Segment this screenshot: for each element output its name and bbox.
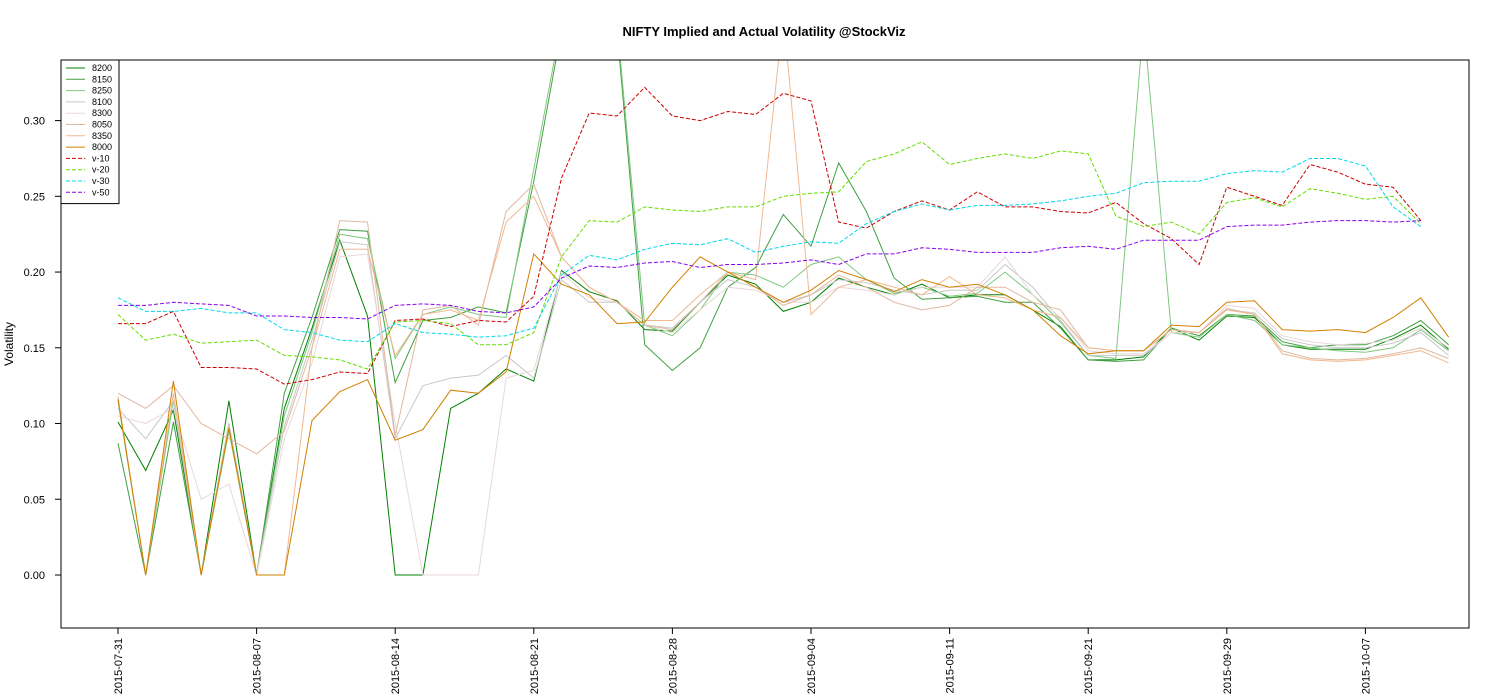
x-tick-label: 2015-07-31	[113, 638, 125, 694]
series-line-8250	[117, 60, 1449, 576]
series-line-8000	[117, 252, 1450, 576]
y-tick-label: 0.05	[24, 494, 45, 506]
x-tick-label: 2015-08-28	[667, 638, 679, 694]
x-axis: 2015-07-31 2015-08-07 2015-08-14 2015-08-21…	[113, 628, 1372, 694]
legend-label: v-30	[92, 176, 110, 186]
y-tick-label: 0.10	[24, 419, 45, 431]
legend-label: 8200	[92, 63, 112, 73]
series-line-v-50	[118, 220, 1421, 320]
x-tick-label: 2015-09-11	[945, 638, 957, 693]
y-tick-label: 0.15	[24, 343, 45, 355]
series-layer	[117, 60, 1450, 576]
series-line-8100	[117, 241, 1449, 576]
y-tick-label: 0.30	[24, 116, 45, 128]
y-axis: 0.00 0.05 0.10 0.15 0.20 0.25 0.30	[24, 116, 61, 582]
legend-label: 8000	[92, 142, 112, 152]
legend-box	[60, 59, 120, 205]
x-tick-label: 2015-09-29	[1222, 638, 1234, 694]
series-line-v-10	[118, 86, 1422, 385]
series-line-8200	[117, 238, 1449, 576]
legend-label: 8300	[92, 108, 112, 118]
legend-label: v-50	[92, 187, 110, 197]
y-tick-label: 0.25	[24, 191, 45, 203]
series-line-8050	[117, 183, 1449, 455]
x-tick-label: 2015-08-14	[390, 638, 402, 694]
x-tick-label: 2015-10-07	[1360, 638, 1372, 694]
legend-label: v-20	[92, 165, 110, 175]
series-line-v-30	[117, 158, 1422, 343]
legend-label: 8050	[92, 120, 112, 130]
series-line-8350	[117, 60, 1449, 576]
x-tick-label: 2015-08-07	[252, 638, 264, 694]
x-tick-label: 2015-09-21	[1083, 638, 1095, 694]
legend-label: v-10	[92, 153, 110, 163]
y-tick-label: 0.20	[24, 267, 45, 279]
chart-title: NIFTY Implied and Actual Volatility @Sto…	[622, 24, 906, 39]
plot-frame	[60, 59, 1470, 629]
legend-label: 8250	[92, 86, 112, 96]
legend-label: 8350	[92, 131, 112, 141]
x-tick-label: 2015-08-21	[529, 638, 541, 694]
series-line-v-20	[117, 141, 1422, 370]
legend-label: 8150	[92, 74, 112, 84]
legend-label: 8100	[92, 97, 112, 107]
y-tick-label: 0.00	[24, 570, 45, 582]
x-tick-label: 2015-09-04	[806, 638, 818, 694]
y-axis-label: Volatility	[2, 322, 16, 366]
